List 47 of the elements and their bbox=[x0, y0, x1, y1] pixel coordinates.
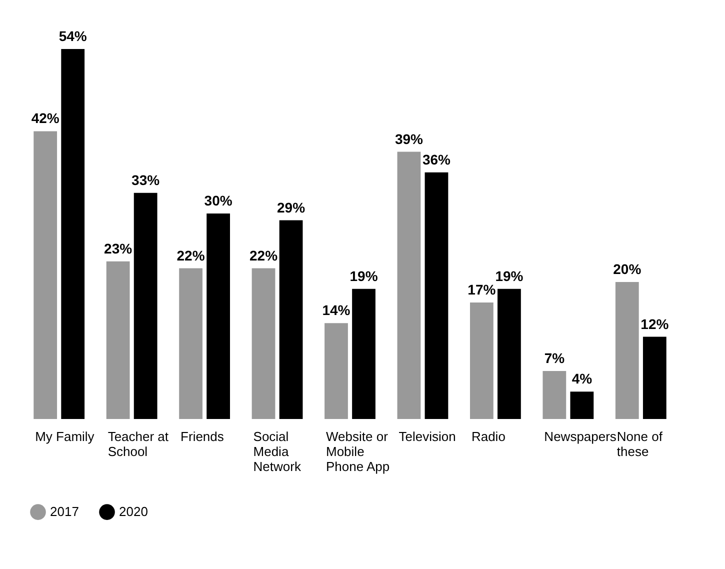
bar bbox=[134, 192, 158, 419]
data-label: 19% bbox=[495, 268, 524, 284]
bar bbox=[352, 288, 376, 419]
data-label: 22% bbox=[176, 247, 206, 264]
data-label: 54% bbox=[58, 28, 88, 44]
x-tick-label: Social Media Network bbox=[253, 429, 302, 474]
data-label: 30% bbox=[204, 192, 233, 208]
data-label: 14% bbox=[322, 302, 351, 318]
data-label: 36% bbox=[422, 151, 452, 168]
bar bbox=[642, 336, 666, 419]
bar bbox=[179, 268, 202, 419]
data-label: 19% bbox=[350, 268, 378, 284]
data-label: 29% bbox=[277, 199, 306, 216]
data-label: 12% bbox=[640, 316, 670, 332]
legend-label: 2020 bbox=[119, 504, 148, 520]
bar bbox=[324, 323, 348, 419]
x-tick-label: Website or Mobile Phone App bbox=[326, 429, 390, 474]
data-label: 33% bbox=[132, 172, 160, 188]
x-tick-label: None of these bbox=[616, 429, 663, 459]
data-label: 20% bbox=[613, 260, 642, 277]
x-tick-label: Television bbox=[398, 429, 456, 444]
bar bbox=[470, 302, 494, 419]
x-tick-label: Friends bbox=[180, 429, 224, 444]
x-tick-label: Teacher at School bbox=[108, 429, 169, 459]
bar bbox=[106, 261, 130, 419]
data-label: 42% bbox=[31, 110, 60, 126]
bar bbox=[279, 220, 303, 419]
data-label: 23% bbox=[104, 240, 133, 256]
legend-label: 2017 bbox=[50, 504, 79, 520]
data-label: 4% bbox=[572, 370, 593, 387]
x-tick-label: Newspapers bbox=[544, 429, 617, 444]
bar bbox=[542, 371, 566, 419]
bar bbox=[61, 49, 85, 419]
bar bbox=[615, 282, 639, 419]
x-tick-label: My Family bbox=[35, 429, 95, 444]
x-tick-label: Radio bbox=[471, 429, 506, 444]
bar bbox=[424, 172, 448, 419]
bar bbox=[397, 152, 421, 419]
data-label: 17% bbox=[468, 282, 496, 298]
data-label: 22% bbox=[250, 247, 278, 264]
bar bbox=[34, 131, 58, 419]
bar bbox=[206, 213, 230, 419]
bar bbox=[252, 268, 276, 419]
bar bbox=[570, 392, 594, 419]
data-label: 39% bbox=[394, 130, 424, 147]
data-label: 7% bbox=[544, 350, 566, 366]
bar bbox=[498, 288, 521, 419]
